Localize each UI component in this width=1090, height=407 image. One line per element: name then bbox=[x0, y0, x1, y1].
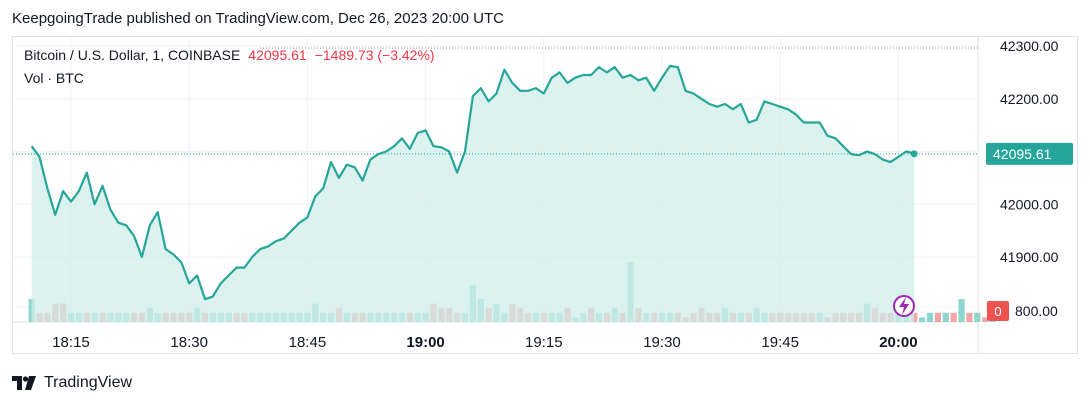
volume-bar bbox=[958, 299, 964, 322]
tradingview-logo-icon bbox=[12, 376, 38, 390]
price-change-value: −1489.73 (−3.42%) bbox=[315, 47, 435, 63]
tradingview-brand-label: TradingView bbox=[44, 374, 132, 392]
volume-bar bbox=[966, 313, 972, 322]
x-tick-label: 18:30 bbox=[170, 334, 208, 351]
volume-bar bbox=[927, 313, 933, 322]
y-tick-label: 42200.00 bbox=[1000, 91, 1059, 107]
x-tick-label: 20:00 bbox=[879, 334, 917, 351]
volume-tag: 0 800.00 bbox=[987, 301, 1058, 321]
last-price-dot bbox=[911, 150, 918, 157]
volume-bar bbox=[935, 313, 941, 322]
volume-bar bbox=[951, 313, 957, 322]
volume-bar bbox=[943, 313, 949, 322]
tradingview-footer[interactable]: TradingView bbox=[12, 374, 132, 392]
x-tick-label: 19:45 bbox=[761, 334, 799, 351]
y-tick-label: 42000.00 bbox=[1000, 196, 1059, 212]
volume-axis-label: 800.00 bbox=[1015, 303, 1058, 319]
y-tick-label: 42300.00 bbox=[1000, 38, 1059, 54]
symbol-label[interactable]: Bitcoin / U.S. Dollar, 1, COINBASE bbox=[24, 47, 240, 63]
last-price-tag-text: 42095.61 bbox=[993, 146, 1052, 162]
last-price-tag: 42095.61 bbox=[986, 143, 1073, 165]
x-tick-label: 19:00 bbox=[406, 334, 444, 351]
x-tick-label: 18:15 bbox=[52, 334, 90, 351]
lightning-bolt-icon[interactable] bbox=[894, 296, 914, 316]
volume-legend: Vol · BTC bbox=[24, 70, 84, 86]
volume-bar bbox=[974, 313, 980, 322]
x-tick-label: 18:45 bbox=[289, 334, 327, 351]
x-axis-ticks: 18:15 18:30 18:45 19:00 19:15 19:30 19:45 20:00 bbox=[52, 334, 917, 351]
volume-tag-text: 0 bbox=[994, 304, 1001, 319]
last-price-value: 42095.61 bbox=[248, 47, 306, 63]
x-tick-label: 19:30 bbox=[643, 334, 681, 351]
volume-bar bbox=[919, 317, 925, 322]
chart-legend: Bitcoin / U.S. Dollar, 1, COINBASE 42095.… bbox=[24, 47, 435, 63]
x-tick-label: 19:15 bbox=[525, 334, 563, 351]
y-tick-label: 41900.00 bbox=[1000, 249, 1059, 265]
price-area-fill bbox=[32, 66, 915, 322]
